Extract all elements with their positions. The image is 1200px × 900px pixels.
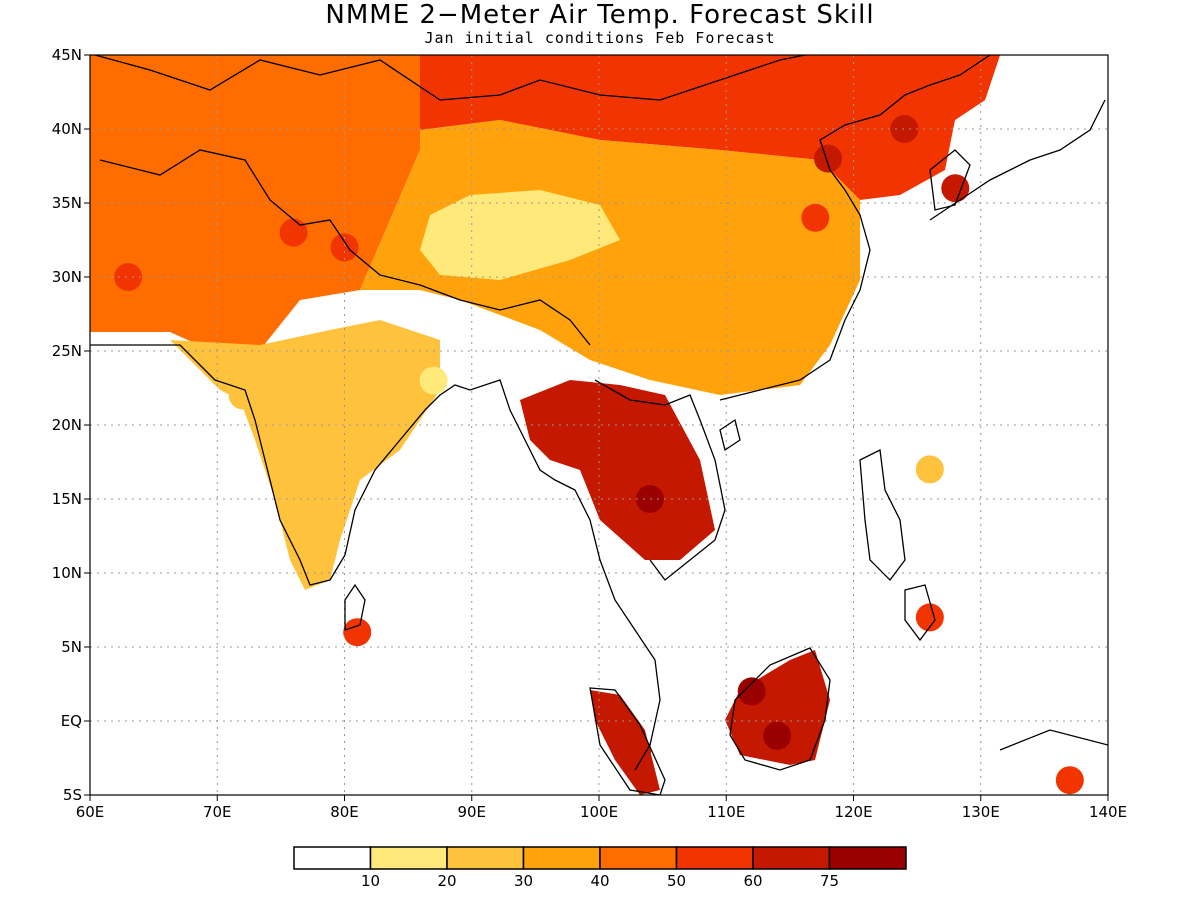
chart-title: NMME 2−Meter Air Temp. Forecast Skill (325, 0, 875, 30)
skill-patch (814, 144, 843, 173)
lat-tick-label: 45N (52, 46, 82, 64)
skill-patch (114, 263, 143, 291)
skill-patch (763, 721, 792, 750)
skill-patch (890, 115, 919, 143)
skill-patch (623, 736, 652, 765)
colorbar-swatch (446, 846, 525, 870)
colorbar-swatch (675, 846, 754, 870)
lon-tick-label: 70E (203, 803, 232, 821)
lon-tick-label: 130E (962, 803, 1000, 821)
skill-region-borneo (725, 650, 830, 765)
lat-tick-label: 15N (52, 490, 82, 508)
colorbar-label: 30 (514, 872, 533, 890)
colorbar-label: 50 (667, 872, 686, 890)
skill-patch (915, 455, 944, 484)
skill-region-india (170, 320, 440, 590)
colorbar-swatch (752, 846, 831, 870)
colorbar-label: 20 (437, 872, 456, 890)
skill-region-china (360, 120, 860, 395)
gridlines (90, 55, 1108, 795)
colorbar-swatch (599, 846, 678, 870)
lat-tick-label: 35N (52, 194, 82, 212)
skill-region-sumatra (590, 690, 660, 795)
lat-tick-label: 40N (52, 120, 82, 138)
skill-patch (419, 366, 448, 395)
chart-subtitle: Jan initial conditions Feb Forecast (424, 29, 776, 47)
lon-tick-label: 90E (457, 803, 486, 821)
skill-patch (330, 233, 359, 262)
skill-patch (915, 603, 944, 632)
lat-tick-label: 5S (63, 786, 82, 804)
skill-patch (343, 618, 372, 647)
lat-tick-label: 30N (52, 268, 82, 286)
lon-tick-label: 140E (1089, 803, 1127, 821)
skill-patch (534, 411, 563, 439)
lon-tick-label: 100E (580, 803, 618, 821)
colorbar-label: 75 (820, 872, 839, 890)
skill-patch (941, 174, 970, 203)
lon-tick-label: 80E (330, 803, 359, 821)
lat-tick-label: 25N (52, 342, 82, 360)
lat-tick-label: EQ (61, 712, 82, 730)
skill-patch (1055, 766, 1084, 795)
skill-patch (737, 677, 766, 706)
colorbar-label: 40 (590, 872, 609, 890)
colorbar-swatch (828, 846, 907, 870)
lat-tick-label: 10N (52, 564, 82, 582)
skill-patch (635, 485, 664, 513)
lon-tick-label: 60E (76, 803, 105, 821)
skill-patch (801, 203, 830, 232)
colorbar-label: 10 (361, 872, 380, 890)
lat-tick-label: 5N (61, 638, 82, 656)
lon-tick-label: 120E (834, 803, 872, 821)
colorbar-label: 60 (743, 872, 762, 890)
skill-region-manchuria (700, 55, 1000, 130)
colorbar-swatch (293, 846, 372, 870)
lon-tick-label: 110E (707, 803, 745, 821)
coastlines (90, 55, 1108, 795)
colorbar-swatch (522, 846, 601, 870)
skill-region-indochina (520, 380, 715, 560)
skill-region-tibet (420, 190, 620, 280)
skill-patch (279, 218, 308, 247)
lat-tick-label: 20N (52, 416, 82, 434)
colorbar-swatch (369, 846, 448, 870)
colorbar: 10 20 30 40 50 60 75 (293, 846, 907, 890)
skill-patch (661, 529, 690, 558)
